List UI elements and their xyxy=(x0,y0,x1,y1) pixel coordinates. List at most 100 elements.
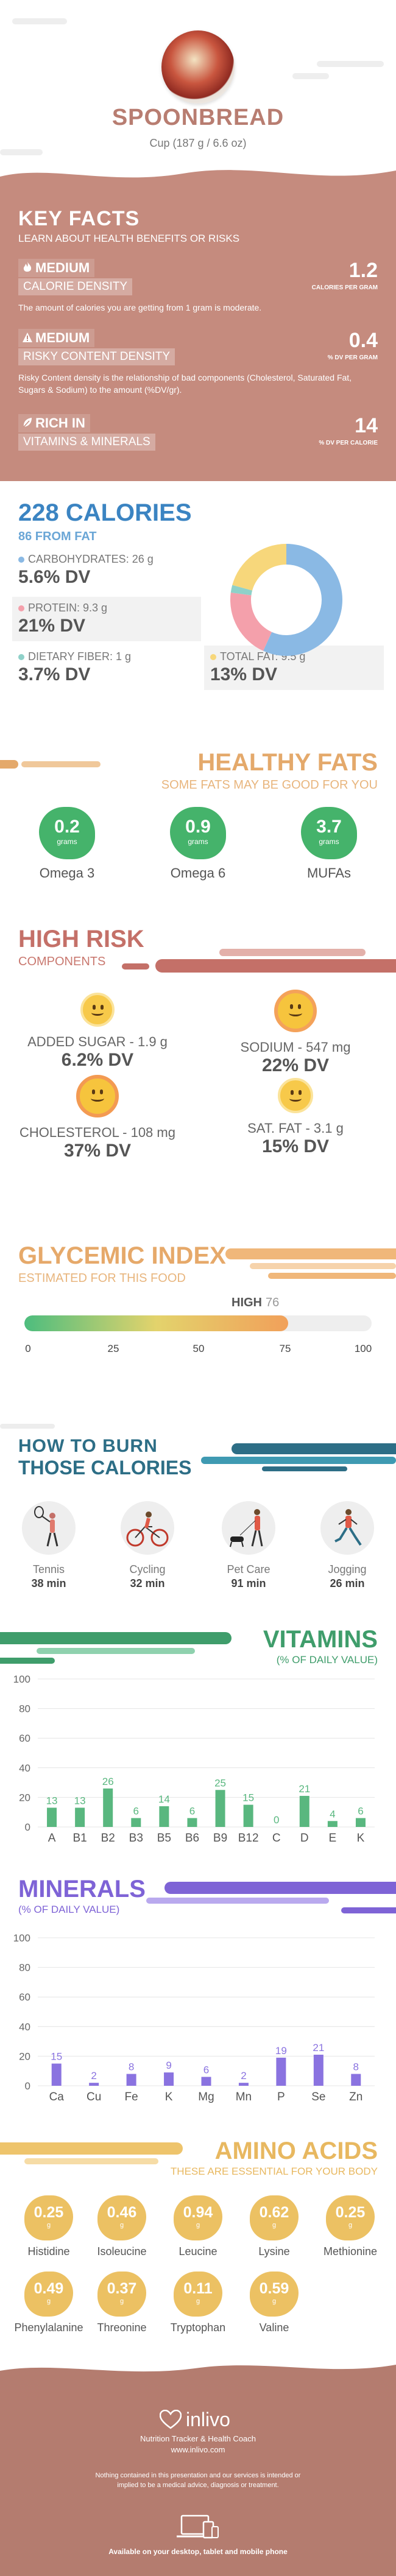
x-tick-label: P xyxy=(277,2091,285,2103)
flame-icon xyxy=(23,262,32,272)
risk-label: SAT. FAT - 3.1 g xyxy=(247,1121,344,1136)
burn-calories-section: HOW TO BURN THOSE CALORIES Tennis 38 min… xyxy=(0,1419,396,1614)
decor-streak xyxy=(341,1907,396,1913)
amino-name: Lysine xyxy=(258,2245,290,2258)
x-tick-label: Cu xyxy=(87,2091,101,2103)
amino-value: 0.25 xyxy=(335,2204,366,2221)
bar-Ca xyxy=(51,2063,62,2086)
smiley-icon xyxy=(76,1075,119,1117)
fat-unit: grams xyxy=(319,837,339,846)
x-tick-label: B1 xyxy=(73,1832,87,1845)
macro-protein: PROTEIN: 9.3 g 21% DV xyxy=(12,597,201,641)
fat-unit: grams xyxy=(188,837,208,846)
macro-label: DIETARY FIBER: 1 g xyxy=(28,650,132,663)
bar-value-label: 19 xyxy=(275,2045,287,2057)
macro-dv: 13% DV xyxy=(210,664,278,684)
decor-streak xyxy=(232,1443,396,1454)
fact-name: CALORIE DENSITY xyxy=(18,278,133,295)
amino-name: Valine xyxy=(259,2321,289,2334)
decor-streak xyxy=(292,73,329,79)
legend-dot xyxy=(210,654,216,660)
amino-unit: g xyxy=(272,2222,277,2229)
x-tick-label: B2 xyxy=(101,1832,115,1845)
amino-unit: g xyxy=(119,2222,124,2229)
y-tick-label: 80 xyxy=(19,1962,30,1974)
y-tick-label: 40 xyxy=(19,1762,30,1774)
glycemic-level-text: HIGH xyxy=(232,1296,262,1309)
healthy-fats-subtitle: SOME FATS MAY BE GOOD FOR YOU xyxy=(161,778,378,792)
warning-icon xyxy=(23,333,32,342)
decor-streak xyxy=(201,1457,396,1464)
minerals-subtitle: (% OF DAILY VALUE) xyxy=(18,1904,120,1915)
bar-B1 xyxy=(75,1807,85,1827)
activity-name: Tennis xyxy=(32,1563,65,1575)
calories-section: 228 CALORIES 86 FROM FAT CARBOHYDRATES: … xyxy=(0,481,396,737)
amino-value: 0.37 xyxy=(107,2280,137,2297)
fat-unit: grams xyxy=(57,837,77,846)
amino-value-badge: 0.11 g xyxy=(174,2272,222,2317)
amino-name: Isoleucine xyxy=(97,2245,147,2258)
amino-name: Tryptophan xyxy=(170,2321,226,2334)
activity-jogging: Jogging 26 min xyxy=(311,1501,384,1590)
bar-value-label: 21 xyxy=(313,2042,324,2053)
amino-value: 0.49 xyxy=(34,2280,64,2297)
glycemic-bar-track xyxy=(24,1315,372,1331)
donut-slice-dietary-fiber xyxy=(230,585,253,596)
y-tick-label: 80 xyxy=(19,1703,30,1715)
amino-name: Threonine xyxy=(97,2321,147,2334)
fact-unit: % DV PER CALORIE xyxy=(319,440,378,446)
bar-Zn xyxy=(351,2074,361,2086)
decor-streak xyxy=(262,1466,347,1471)
amino-valine: 0.59 g Valine xyxy=(235,2272,314,2334)
amino-unit: g xyxy=(46,2222,51,2229)
bar-B9 xyxy=(215,1790,225,1827)
amino-tryptophan: 0.11 g Tryptophan xyxy=(158,2272,238,2334)
bar-value-label: 13 xyxy=(46,1795,58,1806)
high-risk-subtitle: COMPONENTS xyxy=(18,955,106,968)
risk-dv: 37% DV xyxy=(63,1141,132,1161)
bar-value-label: 4 xyxy=(330,1808,335,1820)
macro-dv: 21% DV xyxy=(18,616,86,636)
level-badge: MEDIUM xyxy=(18,259,95,277)
activity-name: Pet Care xyxy=(227,1563,270,1575)
decor-streak xyxy=(219,949,366,956)
glycemic-value: 76 xyxy=(266,1296,280,1309)
bar-B12 xyxy=(243,1804,253,1827)
key-fact-calorie-density: MEDIUM CALORIE DENSITY 1.2 CALORIES PER … xyxy=(18,259,378,314)
amino-value-badge: 0.25 g xyxy=(24,2195,73,2240)
decor-streak xyxy=(146,1898,329,1904)
bar-Mn xyxy=(238,2083,249,2086)
macro-label: PROTEIN: 9.3 g xyxy=(28,602,108,614)
fat-item-omega6: 0.9 grams Omega 6 xyxy=(158,807,238,881)
fat-value-badge: 0.2 grams xyxy=(39,807,95,859)
leaf-icon xyxy=(23,418,32,428)
macro-dietary-fiber: DIETARY FIBER: 1 g 3.7% DV xyxy=(12,646,201,690)
brand-url[interactable]: www.inlivo.com xyxy=(171,2445,225,2454)
glycemic-tick: 0 xyxy=(25,1343,31,1354)
bar-A xyxy=(47,1807,57,1827)
bar-value-label: 9 xyxy=(166,2060,171,2071)
decor-streak xyxy=(122,963,149,970)
healthy-fats-title: HEALTHY FATS xyxy=(197,749,378,776)
amino-value-badge: 0.46 g xyxy=(97,2195,146,2240)
high-risk-section: HIGH RISK COMPONENTS ADDED SUGAR - 1.9 g… xyxy=(0,920,396,1236)
decor-streak xyxy=(268,1273,396,1279)
amino-isoleucine: 0.46 g Isoleucine xyxy=(82,2195,161,2258)
donut-slice-protein xyxy=(230,593,272,651)
x-tick-label: Se xyxy=(311,2091,325,2103)
glycemic-subtitle: ESTIMATED FOR THIS FOOD xyxy=(18,1272,186,1285)
amino-value: 0.46 xyxy=(107,2204,137,2221)
disclaimer: Nothing contained in this presentation a… xyxy=(95,2472,301,2489)
fat-value: 0.9 xyxy=(185,817,211,837)
minerals-title: MINERALS xyxy=(18,1876,146,1902)
decor-streak xyxy=(0,149,43,155)
smiley-icon xyxy=(80,993,115,1027)
vitamins-title: VITAMINS xyxy=(263,1626,378,1653)
bar-value-label: 8 xyxy=(129,2061,134,2073)
minerals-bar-chart: 0 20 40 60 80 100 15 Ca 2 Cu 8 Fe 9 K 6 Mg 2 Mn 19 P 21 Se 8 Zn xyxy=(13,1932,375,2103)
risk-label: ADDED SUGAR - 1.9 g xyxy=(27,1034,168,1049)
legend-dot xyxy=(18,557,24,563)
activity-name: Jogging xyxy=(328,1563,367,1575)
macros-donut-chart xyxy=(230,544,342,656)
glycemic-tick: 25 xyxy=(107,1343,119,1354)
